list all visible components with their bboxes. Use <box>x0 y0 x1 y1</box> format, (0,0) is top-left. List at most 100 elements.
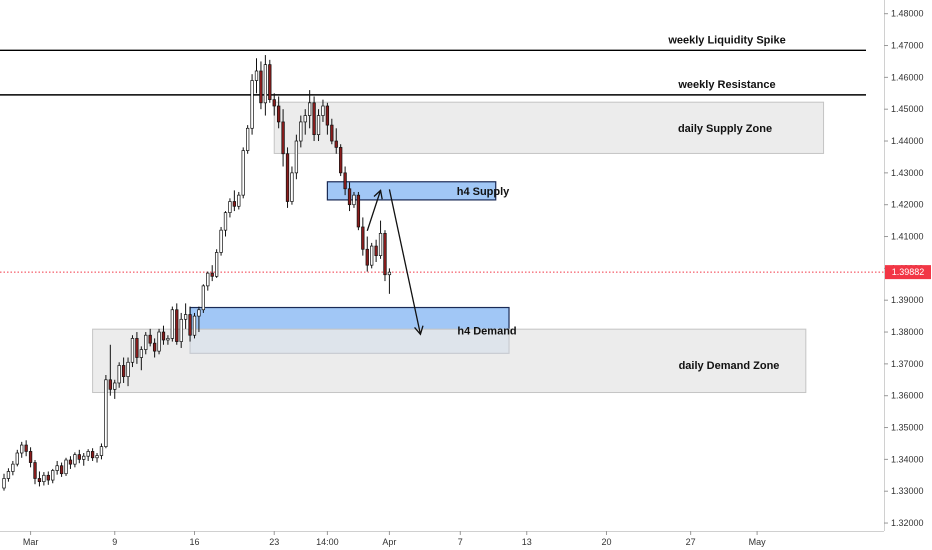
candle-body <box>77 454 81 460</box>
candle <box>139 346 143 371</box>
candle <box>263 55 268 116</box>
x-tick-label: 27 <box>686 537 696 547</box>
candle-body <box>330 124 334 142</box>
candle <box>339 144 343 177</box>
candle <box>281 109 285 167</box>
candle <box>42 472 46 486</box>
candle-body <box>374 245 378 256</box>
zone-label: h4 Supply <box>457 186 510 198</box>
candle-body <box>365 248 369 266</box>
candle-body <box>387 271 392 276</box>
candle-body <box>130 338 135 363</box>
candle <box>374 239 378 262</box>
candle-body <box>259 70 263 104</box>
candle-body <box>90 451 95 459</box>
candle <box>303 109 307 135</box>
candle-body <box>161 331 166 341</box>
candle <box>82 453 86 466</box>
zone-h4-supply[interactable] <box>326 181 497 201</box>
candle-body <box>277 105 281 123</box>
candle-body <box>188 314 192 336</box>
candle-body <box>117 365 121 384</box>
candle <box>356 191 361 231</box>
y-tick-label: 1.46000 <box>891 72 924 82</box>
candle <box>148 328 152 347</box>
candle <box>201 284 206 313</box>
candle-body <box>378 232 383 256</box>
x-tick-label: 13 <box>522 537 532 547</box>
candle <box>175 303 179 345</box>
candle-body <box>263 64 268 104</box>
candle <box>250 74 254 135</box>
y-tick-label: 1.39000 <box>891 295 924 305</box>
candle <box>64 457 68 476</box>
zone-daily-supply-zone[interactable] <box>273 101 825 154</box>
zone-label: daily Demand Zone <box>679 360 780 372</box>
level-label: weekly Liquidity Spike <box>667 34 785 46</box>
zone-label: h4 Demand <box>457 325 516 337</box>
x-tick-label: Apr <box>382 537 396 547</box>
level-label: weekly Resistance <box>677 79 775 91</box>
candle <box>197 306 201 333</box>
candle-body <box>210 272 214 277</box>
candle-body <box>316 115 321 136</box>
x-tick-label: 20 <box>601 537 611 547</box>
x-tick-label: May <box>749 537 767 547</box>
candle-body <box>299 121 303 142</box>
projection-arrow[interactable] <box>388 189 424 336</box>
candle-body <box>281 121 285 155</box>
candle <box>179 312 183 348</box>
y-tick-label: 1.38000 <box>891 327 924 337</box>
candle <box>95 453 99 463</box>
candle <box>51 468 55 484</box>
zones-layer <box>92 101 825 394</box>
candle <box>254 58 259 94</box>
candle <box>294 134 299 180</box>
candle <box>33 460 37 485</box>
candles-layer <box>2 55 392 491</box>
candle <box>117 362 121 388</box>
y-tick-label: 1.47000 <box>891 41 924 51</box>
candle <box>2 473 6 491</box>
candle <box>15 449 19 467</box>
candle <box>325 102 330 135</box>
candle <box>228 198 232 218</box>
candle-body <box>347 188 352 206</box>
y-tick-label: 1.44000 <box>891 136 924 146</box>
candle <box>183 303 188 329</box>
candle <box>268 59 272 103</box>
candle-body <box>356 194 361 228</box>
y-tick-label: 1.41000 <box>891 232 924 242</box>
candle <box>330 118 334 145</box>
candle <box>219 226 223 256</box>
candle <box>192 312 197 339</box>
x-tick-label: 23 <box>269 537 279 547</box>
candle-body <box>24 444 28 452</box>
time-axis[interactable]: Mar 9 16 23 14:00 Apr 7 13 20 27 May <box>23 531 766 547</box>
y-tick-label: 1.33000 <box>891 486 924 496</box>
candle-body <box>20 444 24 454</box>
candle <box>188 306 192 342</box>
candle <box>121 357 126 383</box>
candle-body <box>179 318 183 342</box>
candle-body <box>51 470 55 481</box>
candle-body <box>46 474 50 481</box>
projection-arrow[interactable] <box>366 189 383 232</box>
zone-daily-demand-zone[interactable] <box>92 328 807 394</box>
price-axis[interactable]: 1.48000 1.47000 1.46000 1.45000 1.44000 1.430… <box>884 9 924 528</box>
candle-body <box>139 349 143 358</box>
candle-body <box>108 379 112 390</box>
candle-body <box>250 80 254 129</box>
candle-body <box>104 379 108 447</box>
candle-body <box>228 201 232 214</box>
candle-body <box>294 140 299 174</box>
candle <box>352 191 356 208</box>
candle-body <box>144 334 148 350</box>
candle <box>113 379 117 399</box>
candle-body <box>64 459 68 475</box>
candle-body <box>325 105 330 126</box>
candle <box>206 271 210 291</box>
candle-body <box>237 194 241 207</box>
y-tick-label: 1.36000 <box>891 391 924 401</box>
